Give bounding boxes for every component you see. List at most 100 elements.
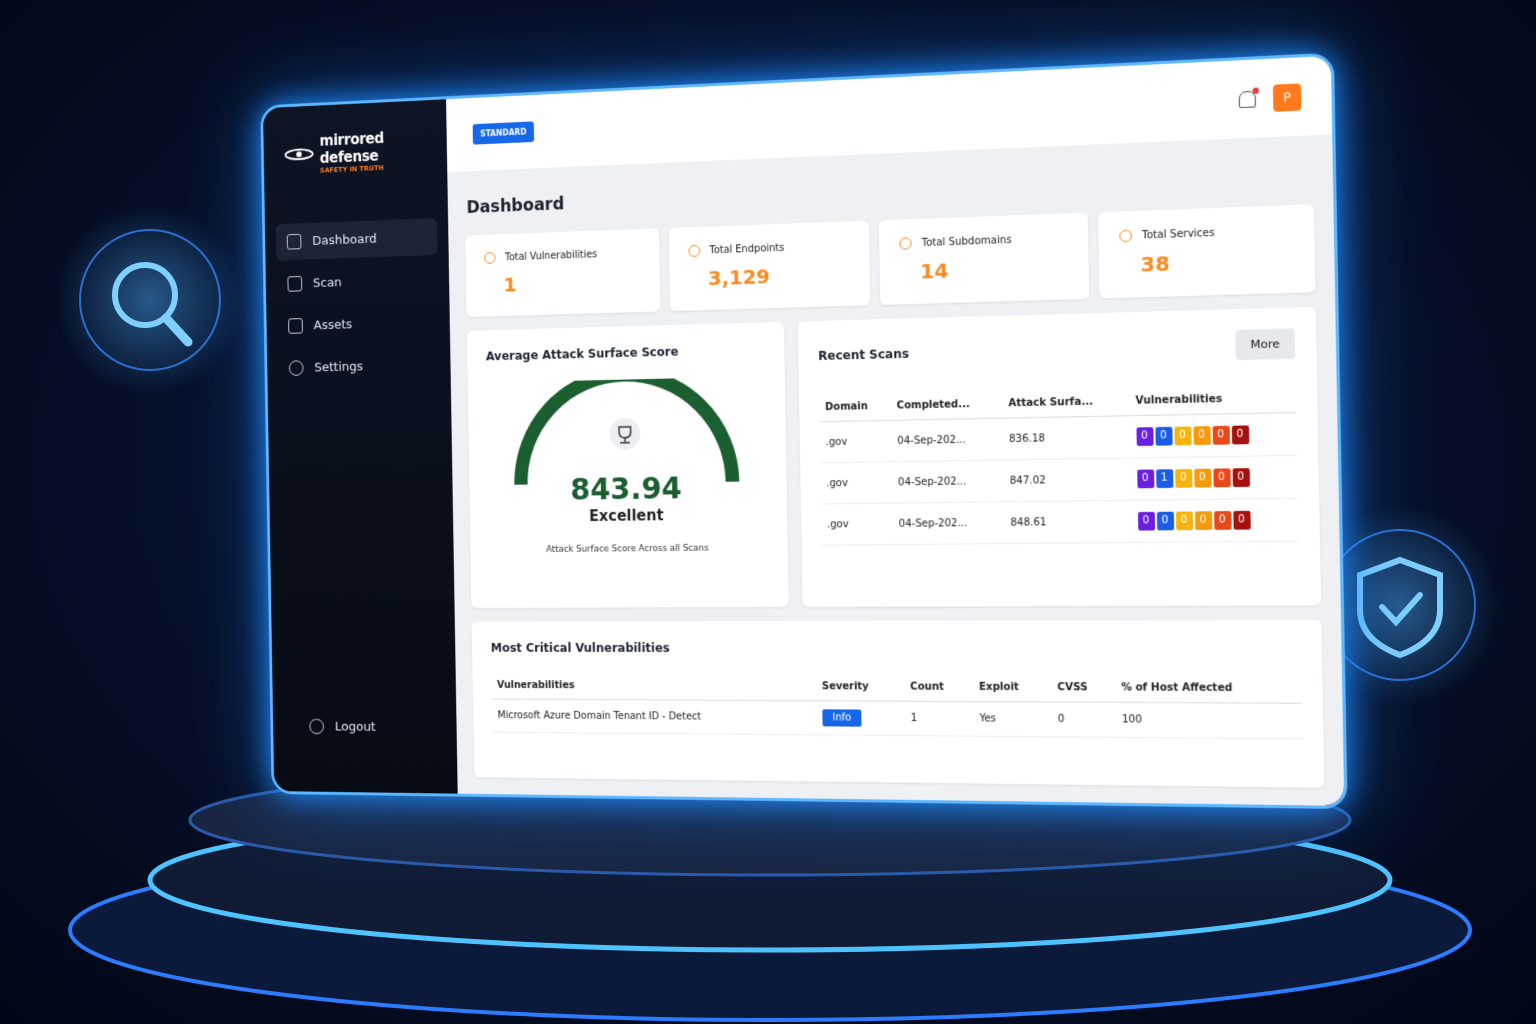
stat-icon bbox=[484, 251, 496, 264]
column-header: Completed... bbox=[890, 390, 1003, 421]
gauge bbox=[505, 377, 747, 490]
card-title: Recent Scans bbox=[818, 346, 910, 363]
column-header: CVSS bbox=[1050, 673, 1116, 703]
stat-label-row: Total Subdomains bbox=[899, 232, 1067, 250]
tablet-screen: mirrored defense SAFETY IN TRUTH Dashboar… bbox=[260, 52, 1348, 810]
stat-label-row: Total Endpoints bbox=[687, 239, 849, 258]
main: STANDARD P Dashboard Total Vulnerabiliti… bbox=[446, 55, 1345, 806]
vuln-badge: 0 bbox=[1135, 427, 1154, 447]
logo-mark bbox=[283, 144, 314, 165]
cell: Microsoft Azure Domain Tenant ID - Detec… bbox=[491, 699, 817, 735]
stat-value: 14 bbox=[919, 258, 949, 284]
row: Average Attack Surface Score 843.94 Exce… bbox=[466, 306, 1322, 608]
column-header: Domain bbox=[818, 392, 891, 422]
severity-badge: Info bbox=[822, 709, 862, 727]
glow bbox=[55, 205, 245, 395]
ring bbox=[79, 229, 221, 371]
scan-row: .gov 04-Sep-202... 847.02 0 1 0 0 0 0 bbox=[820, 455, 1298, 504]
vuln-badge: 0 bbox=[1156, 511, 1174, 531]
scans-table: Domain Completed... Attack Surfa... Vulnera… bbox=[818, 383, 1299, 546]
vuln-badge: 0 bbox=[1231, 425, 1249, 445]
cell-text: 0 bbox=[1057, 713, 1065, 726]
cell: 100 bbox=[1115, 702, 1302, 739]
stat-label: Total Endpoints bbox=[709, 242, 785, 256]
stat-card: Total Subdomains 14 bbox=[878, 212, 1089, 305]
nav-item[interactable]: Dashboard bbox=[275, 218, 438, 261]
vuln-badge: 0 bbox=[1154, 426, 1173, 446]
stat-label: Total Services bbox=[1141, 227, 1215, 242]
score-caption: Attack Surface Score Across all Scans bbox=[546, 543, 709, 555]
nav-label: Scan bbox=[312, 275, 342, 291]
vuln-badge: 0 bbox=[1193, 468, 1212, 488]
stat-value: 1 bbox=[503, 272, 517, 297]
card-title: Average Attack Surface Score bbox=[485, 344, 679, 364]
notifications[interactable] bbox=[1238, 90, 1257, 108]
cell-text: 100 bbox=[1121, 714, 1143, 726]
critical-card: Most Critical Vulnerabilities Vulnerabil… bbox=[471, 620, 1325, 788]
column-header: Vulnerabilities bbox=[1128, 383, 1297, 416]
stat-label: Total Subdomains bbox=[921, 234, 1012, 249]
vuln-row: Microsoft Azure Domain Tenant ID - Detec… bbox=[491, 699, 1302, 739]
vuln-badge: 0 bbox=[1212, 468, 1231, 488]
scan-row: .gov 04-Sep-202... 848.61 0 0 0 0 0 0 bbox=[820, 498, 1299, 546]
shield-icon bbox=[1357, 556, 1443, 659]
vuln-badge: 1 bbox=[1155, 469, 1173, 489]
recent-scans: Recent Scans More Domain Completed... Attac… bbox=[797, 306, 1322, 607]
cell: 04-Sep-202... bbox=[890, 418, 1004, 462]
cell: 04-Sep-202... bbox=[892, 501, 1005, 545]
vuln-badge: 0 bbox=[1194, 511, 1212, 531]
more-button[interactable]: More bbox=[1235, 328, 1296, 361]
nav-item[interactable]: Settings bbox=[278, 346, 440, 387]
nav-item[interactable]: Scan bbox=[276, 261, 438, 303]
score-card: Average Attack Surface Score 843.94 Exce… bbox=[466, 321, 789, 608]
column-header: Vulnerabilities bbox=[491, 672, 817, 701]
cell: 847.02 bbox=[1003, 457, 1131, 502]
cell: 848.61 bbox=[1003, 500, 1132, 544]
stat-card: Total Endpoints 3,129 bbox=[668, 220, 871, 312]
cell: 04-Sep-202... bbox=[891, 459, 1004, 504]
logo: mirrored defense SAFETY IN TRUTH bbox=[263, 126, 447, 177]
column-header: Count bbox=[903, 673, 974, 702]
vuln-badge: 0 bbox=[1193, 426, 1211, 446]
nav-item[interactable]: Assets bbox=[277, 303, 439, 344]
cell-text: Yes bbox=[979, 713, 997, 725]
avatar[interactable]: P bbox=[1272, 82, 1302, 112]
nav-label: Dashboard bbox=[312, 231, 377, 249]
stat-label: Total Vulnerabilities bbox=[504, 248, 598, 263]
glow bbox=[1300, 505, 1500, 705]
column-header: Severity bbox=[815, 673, 905, 702]
vuln-badge: 0 bbox=[1173, 426, 1192, 446]
stat-label-row: Total Services bbox=[1118, 224, 1293, 243]
card-title: Most Critical Vulnerabilities bbox=[490, 641, 670, 655]
nav-label: Assets bbox=[313, 317, 353, 333]
cell-text: 1 bbox=[910, 712, 918, 725]
vuln-badge: 0 bbox=[1137, 511, 1155, 531]
trophy-bg bbox=[609, 417, 641, 450]
cell-text: Microsoft Azure Domain Tenant ID - Detec… bbox=[497, 710, 702, 723]
column-header: % of Host Affected bbox=[1114, 673, 1302, 704]
logout-label: Logout bbox=[334, 719, 376, 735]
stat-icon bbox=[687, 244, 700, 258]
stat-card: Total Vulnerabilities 1 bbox=[465, 228, 660, 318]
cell: .gov bbox=[820, 503, 894, 546]
brand-name: mirrored defense bbox=[319, 129, 384, 167]
stat-icon bbox=[899, 237, 912, 250]
column-header: Attack Surfa... bbox=[1001, 387, 1130, 419]
column-header: Exploit bbox=[972, 673, 1052, 702]
search-handle bbox=[161, 313, 193, 347]
cell: 1 bbox=[904, 701, 974, 737]
cell: Info bbox=[816, 700, 905, 736]
check bbox=[1379, 592, 1423, 627]
cell: .gov bbox=[820, 461, 893, 504]
critical-table: Vulnerabilities Severity Count Exploit CVSS%… bbox=[491, 672, 1302, 739]
cell: 836.18 bbox=[1002, 415, 1131, 460]
cell: Yes bbox=[973, 701, 1053, 737]
logout[interactable]: Logout bbox=[309, 718, 376, 735]
vuln-badge: 0 bbox=[1232, 468, 1250, 488]
cell: .gov bbox=[819, 420, 892, 463]
nav-label: Settings bbox=[314, 359, 364, 375]
